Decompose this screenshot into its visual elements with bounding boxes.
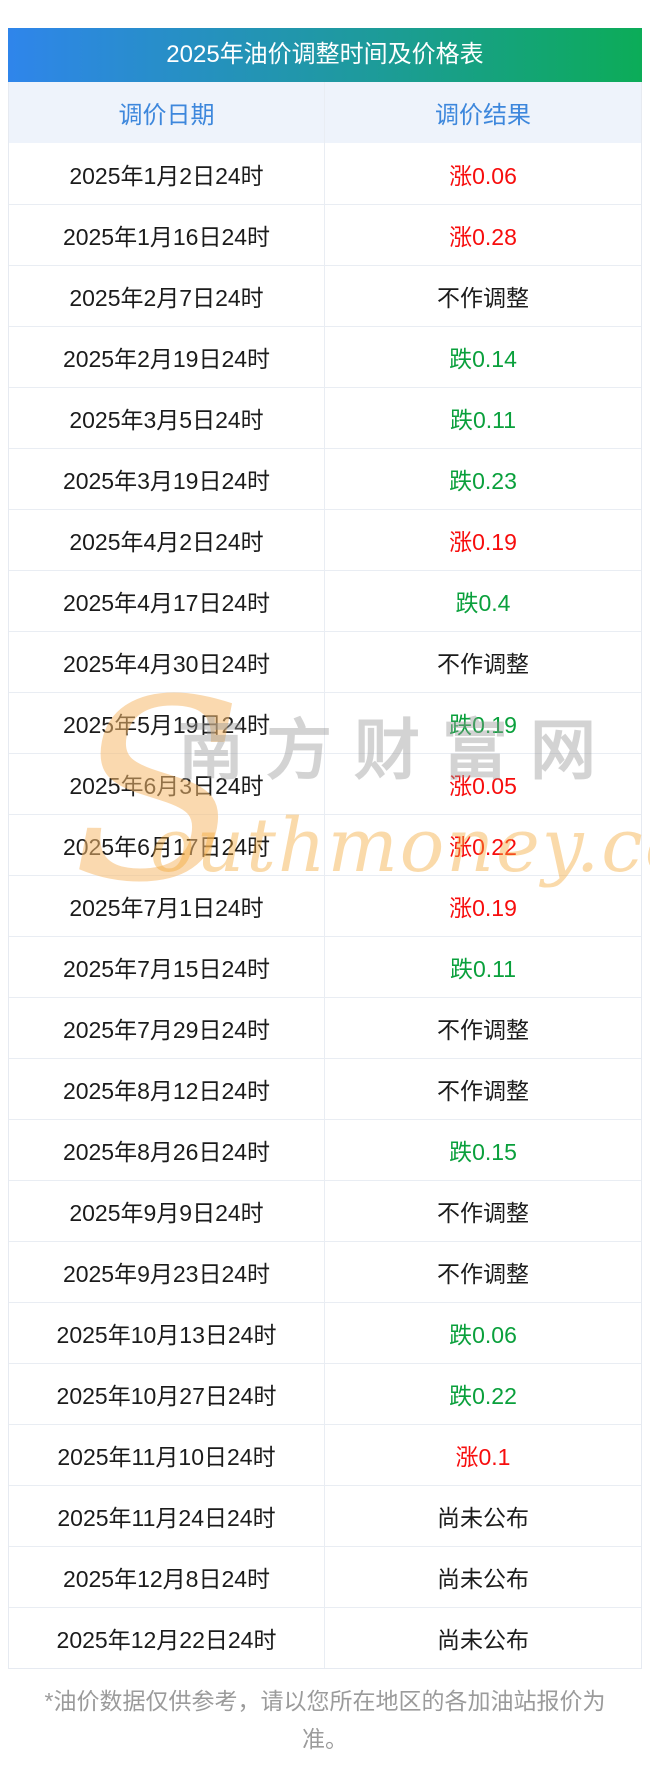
result-cell: 不作调整 (437, 651, 529, 677)
table-row: 2025年7月29日24时 不作调整 (9, 997, 641, 1058)
column-header-row: 调价日期 调价结果 (9, 82, 641, 143)
date-cell: 2025年7月29日24时 (9, 998, 325, 1058)
table-row: 2025年7月15日24时 跌0.11 (9, 936, 641, 997)
table-row: 2025年11月10日24时 涨0.1 (9, 1424, 641, 1485)
date-cell: 2025年7月15日24时 (9, 937, 325, 997)
table-row: 2025年2月19日24时 跌0.14 (9, 326, 641, 387)
table-row: 2025年6月3日24时 涨0.05 (9, 753, 641, 814)
table-row: 2025年4月17日24时 跌0.4 (9, 570, 641, 631)
result-cell: 不作调整 (437, 1017, 529, 1043)
date-cell: 2025年2月19日24时 (9, 327, 325, 387)
result-cell: 跌0.14 (449, 346, 517, 372)
table-row: 2025年1月16日24时 涨0.28 (9, 204, 641, 265)
date-cell: 2025年4月2日24时 (9, 510, 325, 570)
date-cell: 2025年12月22日24时 (9, 1608, 325, 1668)
result-cell: 跌0.23 (449, 468, 517, 494)
table-row: 2025年10月27日24时 跌0.22 (9, 1363, 641, 1424)
table-row: 2025年3月19日24时 跌0.23 (9, 448, 641, 509)
date-cell: 2025年12月8日24时 (9, 1547, 325, 1607)
date-cell: 2025年3月19日24时 (9, 449, 325, 509)
table-row: 2025年4月30日24时 不作调整 (9, 631, 641, 692)
result-cell: 跌0.4 (455, 590, 511, 616)
result-cell: 跌0.15 (449, 1139, 517, 1165)
date-cell: 2025年11月10日24时 (9, 1425, 325, 1485)
table-row: 2025年9月9日24时 不作调整 (9, 1180, 641, 1241)
result-cell: 跌0.22 (449, 1383, 517, 1409)
date-cell: 2025年3月5日24时 (9, 388, 325, 448)
result-cell: 不作调整 (437, 1261, 529, 1287)
table-row: 2025年12月22日24时 尚未公布 (9, 1607, 641, 1668)
table-row: 2025年4月2日24时 涨0.19 (9, 509, 641, 570)
date-cell: 2025年5月19日24时 (9, 693, 325, 753)
result-cell: 涨0.05 (449, 773, 517, 799)
result-cell: 涨0.22 (449, 834, 517, 860)
table-row: 2025年6月17日24时 涨0.22 (9, 814, 641, 875)
date-cell: 2025年11月24日24时 (9, 1486, 325, 1546)
table-grid: 调价日期 调价结果 2025年1月2日24时 涨0.06 2025年1月16日2… (8, 82, 642, 1669)
oil-price-table: 2025年油价调整时间及价格表 调价日期 调价结果 2025年1月2日24时 涨… (8, 28, 642, 1669)
result-cell: 跌0.11 (449, 956, 517, 982)
table-row: 2025年3月5日24时 跌0.11 (9, 387, 641, 448)
result-cell: 跌0.06 (449, 1322, 517, 1348)
result-cell: 不作调整 (437, 1200, 529, 1226)
date-cell: 2025年6月3日24时 (9, 754, 325, 814)
date-cell: 2025年4月30日24时 (9, 632, 325, 692)
result-cell: 涨0.19 (449, 529, 517, 555)
table-body: 2025年1月2日24时 涨0.06 2025年1月16日24时 涨0.28 2… (9, 143, 641, 1668)
date-cell: 2025年9月9日24时 (9, 1181, 325, 1241)
column-header-result: 调价结果 (435, 102, 531, 129)
date-cell: 2025年1月16日24时 (9, 205, 325, 265)
date-cell: 2025年10月27日24时 (9, 1364, 325, 1424)
column-header-date: 调价日期 (9, 82, 325, 143)
date-cell: 2025年7月1日24时 (9, 876, 325, 936)
table-row: 2025年11月24日24时 尚未公布 (9, 1485, 641, 1546)
result-cell: 不作调整 (437, 285, 529, 311)
result-cell: 涨0.19 (449, 895, 517, 921)
table-row: 2025年1月2日24时 涨0.06 (9, 143, 641, 204)
date-cell: 2025年4月17日24时 (9, 571, 325, 631)
table-row: 2025年8月12日24时 不作调整 (9, 1058, 641, 1119)
date-cell: 2025年2月7日24时 (9, 266, 325, 326)
result-cell: 涨0.28 (449, 224, 517, 250)
table-title: 2025年油价调整时间及价格表 (8, 28, 642, 82)
table-row: 2025年2月7日24时 不作调整 (9, 265, 641, 326)
table-row: 2025年5月19日24时 跌0.19 (9, 692, 641, 753)
disclaimer-note: *油价数据仅供参考，请以您所在地区的各加油站报价为准。 (44, 1688, 606, 1752)
table-row: 2025年8月26日24时 跌0.15 (9, 1119, 641, 1180)
result-cell: 跌0.11 (449, 407, 517, 433)
table-row: 2025年12月8日24时 尚未公布 (9, 1546, 641, 1607)
date-cell: 2025年8月26日24时 (9, 1120, 325, 1180)
date-cell: 2025年8月12日24时 (9, 1059, 325, 1119)
date-cell: 2025年1月2日24时 (9, 143, 325, 204)
table-row: 2025年7月1日24时 涨0.19 (9, 875, 641, 936)
date-cell: 2025年6月17日24时 (9, 815, 325, 875)
result-cell: 跌0.19 (449, 712, 517, 738)
result-cell: 尚未公布 (437, 1627, 529, 1653)
table-row: 2025年9月23日24时 不作调整 (9, 1241, 641, 1302)
result-cell: 不作调整 (437, 1078, 529, 1104)
result-cell: 涨0.06 (449, 162, 517, 189)
date-cell: 2025年9月23日24时 (9, 1242, 325, 1302)
result-cell: 尚未公布 (437, 1505, 529, 1531)
result-cell: 尚未公布 (437, 1566, 529, 1592)
result-cell: 涨0.1 (455, 1444, 511, 1470)
date-cell: 2025年10月13日24时 (9, 1303, 325, 1363)
table-row: 2025年10月13日24时 跌0.06 (9, 1302, 641, 1363)
